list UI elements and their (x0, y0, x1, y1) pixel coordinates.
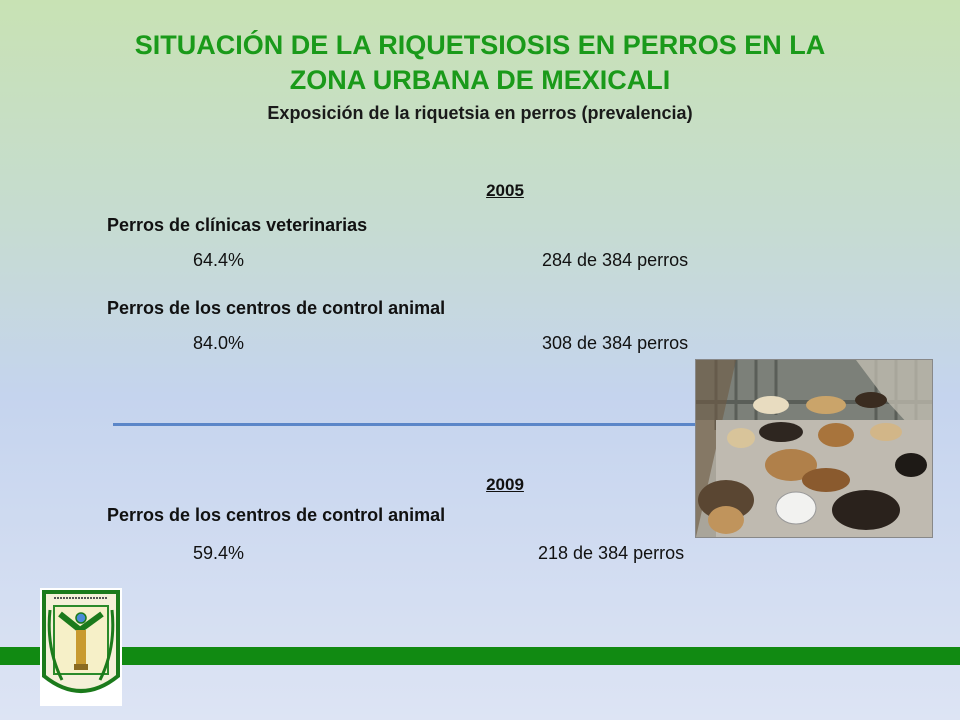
dogs-photo (695, 359, 933, 538)
year-2009-heading: 2009 (486, 475, 524, 494)
count-control-center-dogs-2009: 218 de 384 perros (538, 543, 685, 563)
section-divider (113, 423, 713, 426)
count-control-center-dogs-2005: 308 de 384 perros (542, 333, 689, 353)
title-line-1: SITUACIÓN DE LA RIQUETSIOSIS EN PERROS E… (134, 30, 826, 60)
slide-subtitle: Exposición de la riquetsia en perros (pr… (267, 103, 693, 123)
title-line-2: ZONA URBANA DE MEXICALI (289, 65, 671, 95)
label-control-center-dogs-2005: Perros de los centros de control animal (107, 298, 446, 318)
percent-control-center-dogs-2005: 84.0% (193, 333, 245, 353)
university-logo (40, 588, 122, 706)
label-control-center-dogs-2009: Perros de los centros de control animal (107, 505, 446, 525)
count-clinic-dogs: 284 de 384 perros (542, 250, 689, 270)
slide-title: SITUACIÓN DE LA RIQUETSIOSIS EN PERROS E… (0, 28, 960, 98)
year-2005-heading: 2005 (486, 181, 524, 200)
footer-green-bar (0, 647, 960, 665)
label-clinic-dogs: Perros de clínicas veterinarias (107, 215, 368, 235)
percent-control-center-dogs-2009: 59.4% (193, 543, 245, 563)
percent-clinic-dogs: 64.4% (193, 250, 245, 270)
